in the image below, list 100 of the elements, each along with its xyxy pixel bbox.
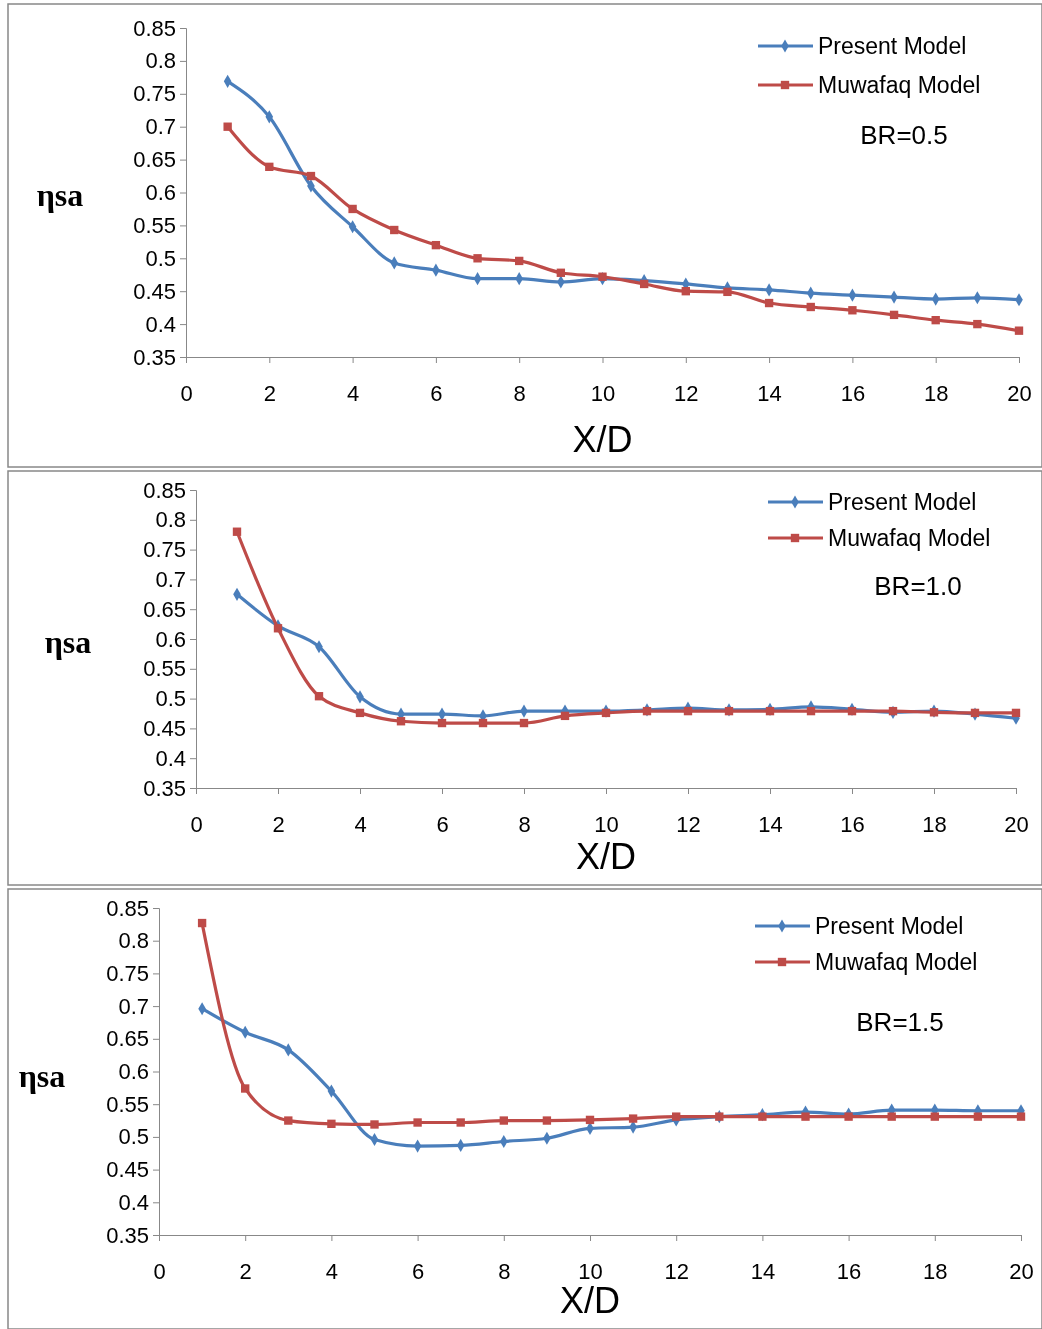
legend-label: Muwafaq Model <box>818 72 981 98</box>
point <box>806 706 816 716</box>
point <box>542 1116 552 1125</box>
point <box>478 718 488 728</box>
point <box>889 310 899 320</box>
x-tick-label: 0 <box>190 811 203 837</box>
point <box>801 1112 810 1121</box>
y-tick-label: 0.7 <box>155 566 186 592</box>
x-tick-label: 18 <box>923 380 949 406</box>
point <box>437 718 447 728</box>
y-axis-title: ηsa <box>18 1058 66 1094</box>
x-tick-label: 20 <box>1009 1258 1034 1284</box>
x-tick-label: 20 <box>1007 380 1032 406</box>
x-tick-label: 8 <box>498 1258 511 1284</box>
y-tick-label: 0.65 <box>106 1026 149 1052</box>
y-axis-title: ηsa <box>36 177 84 213</box>
x-tick-label: 14 <box>758 811 783 837</box>
y-tick-label: 0.35 <box>133 344 176 370</box>
x-tick-label: 4 <box>346 380 360 406</box>
point <box>413 1118 422 1127</box>
legend-label: Present Model <box>815 913 964 939</box>
point <box>273 624 283 633</box>
annotation: BR=0.5 <box>860 120 948 150</box>
legend-label: Muwafaq Model <box>815 949 978 975</box>
point <box>847 706 857 716</box>
point <box>887 1112 896 1121</box>
x-tick-label: 2 <box>239 1258 252 1284</box>
point <box>765 706 775 716</box>
y-tick-label: 0.65 <box>133 147 176 173</box>
y-tick-label: 0.8 <box>118 928 149 954</box>
point <box>973 1112 983 1121</box>
point <box>639 279 649 289</box>
x-tick-label: 10 <box>590 380 616 406</box>
point <box>973 319 982 329</box>
point <box>265 162 274 172</box>
x-tick-label: 14 <box>757 380 782 406</box>
point <box>473 254 482 263</box>
x-tick-label: 18 <box>922 811 947 837</box>
x-tick-label: 6 <box>436 811 449 837</box>
x-tick-label: 4 <box>354 811 367 837</box>
annotation: BR=1.0 <box>874 571 962 601</box>
y-tick-label: 0.7 <box>145 114 176 140</box>
x-tick-label: 16 <box>836 1258 862 1284</box>
y-tick-label: 0.75 <box>106 960 149 986</box>
y-tick-label: 0.5 <box>155 686 186 712</box>
point <box>723 287 732 297</box>
y-axis-title: ηsa <box>44 624 92 660</box>
point <box>232 527 242 536</box>
x-tick-label: 10 <box>594 811 619 837</box>
y-tick-label: 0.8 <box>145 48 176 74</box>
y-tick-label: 0.5 <box>118 1124 149 1150</box>
x-axis-title: X/D <box>572 419 633 460</box>
point <box>370 1120 379 1129</box>
point <box>348 204 357 214</box>
legend-label: Muwafaq Model <box>828 525 991 551</box>
x-tick-label: 12 <box>664 1258 689 1284</box>
point <box>683 706 693 716</box>
point <box>601 708 611 718</box>
point <box>306 171 316 181</box>
point <box>844 1112 853 1121</box>
point <box>519 718 529 728</box>
point <box>327 1119 336 1128</box>
x-tick-label: 18 <box>923 1258 948 1284</box>
point <box>1011 708 1021 718</box>
annotation: BR=1.5 <box>856 1007 944 1037</box>
y-tick-label: 0.85 <box>133 15 176 41</box>
x-tick-label: 6 <box>430 380 443 406</box>
x-tick-label: 16 <box>840 380 866 406</box>
y-tick-label: 0.35 <box>143 775 186 801</box>
x-tick-label: 2 <box>263 380 276 406</box>
y-tick-label: 0.55 <box>143 656 186 682</box>
y-tick-label: 0.4 <box>118 1189 149 1215</box>
point <box>456 1118 465 1127</box>
y-tick-label: 0.6 <box>118 1059 149 1085</box>
y-tick-label: 0.45 <box>143 715 186 741</box>
point <box>515 256 524 266</box>
y-tick-label: 0.65 <box>143 596 186 622</box>
point <box>431 240 441 250</box>
y-tick-label: 0.75 <box>133 81 176 107</box>
point <box>396 717 406 726</box>
y-tick-label: 0.75 <box>143 537 186 563</box>
y-tick-label: 0.85 <box>143 477 186 503</box>
y-tick-label: 0.35 <box>106 1222 149 1248</box>
point <box>560 711 570 721</box>
legend-label: Present Model <box>828 489 977 515</box>
point <box>806 302 815 312</box>
x-axis-title: X/D <box>575 836 637 877</box>
y-tick-label: 0.4 <box>145 311 176 337</box>
point <box>390 225 399 235</box>
point <box>355 708 365 718</box>
point <box>848 306 857 315</box>
point <box>284 1116 293 1125</box>
point <box>314 692 324 701</box>
point <box>681 287 690 296</box>
point <box>585 1115 595 1125</box>
x-tick-label: 20 <box>1004 811 1029 837</box>
y-tick-label: 0.4 <box>155 745 186 771</box>
x-tick-label: 12 <box>676 811 701 837</box>
x-tick-label: 0 <box>153 1258 166 1284</box>
point <box>758 1112 767 1121</box>
